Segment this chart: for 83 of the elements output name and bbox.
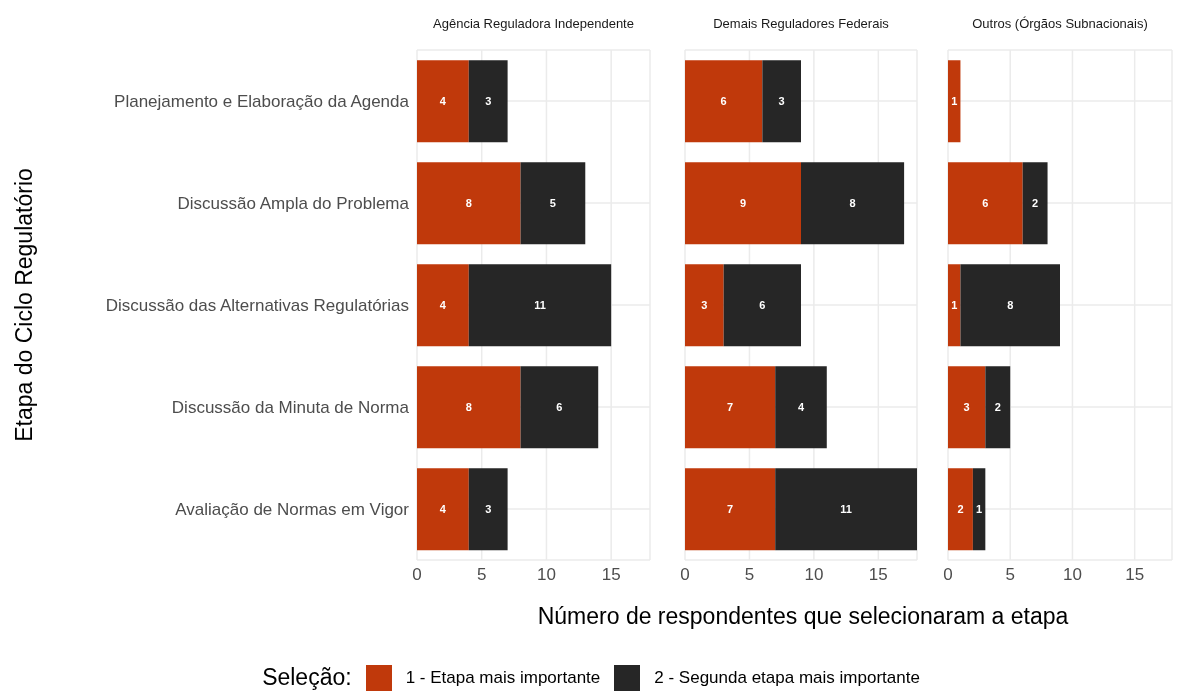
data-label: 5 (549, 197, 556, 210)
bar (948, 60, 961, 143)
data-label: 4 (439, 299, 447, 312)
bar (948, 264, 961, 347)
x-tick-label: 15 (1125, 565, 1145, 585)
bar (985, 366, 1011, 449)
data-label: 6 (720, 95, 727, 108)
data-label: 8 (465, 401, 472, 414)
data-label: 8 (465, 197, 472, 210)
data-label: 4 (439, 95, 447, 108)
bar (948, 366, 986, 449)
data-label: 3 (485, 503, 492, 516)
chart-title: Outros (Órgãos Subnacionais) (971, 16, 1149, 31)
bar (685, 468, 776, 551)
bar (762, 60, 801, 143)
data-label: 3 (485, 95, 492, 108)
bar (775, 468, 917, 551)
x-tick-label: 15 (868, 565, 888, 585)
bar (723, 264, 801, 347)
data-label: 2 (994, 401, 1001, 414)
data-label: 11 (840, 503, 852, 516)
data-label: 2 (1032, 197, 1039, 210)
data-label: 3 (963, 401, 970, 414)
data-label: 1 (976, 503, 983, 516)
x-tick-label: 15 (601, 565, 621, 585)
x-tick-label: 10 (804, 565, 824, 585)
data-label: 3 (701, 299, 708, 312)
x-tick-label: 0 (943, 565, 953, 585)
data-label: 9 (739, 197, 747, 210)
x-tick-label: 0 (680, 565, 690, 585)
data-label: 8 (1007, 299, 1014, 312)
data-label: 3 (778, 95, 785, 108)
bar (468, 468, 508, 551)
bar (417, 468, 469, 551)
y-tick-label: Planejamento e Elaboração da Agenda (114, 92, 410, 112)
bar (948, 162, 1023, 245)
bar (775, 366, 827, 449)
data-label: 2 (957, 503, 964, 516)
bar (520, 162, 586, 245)
data-label: 4 (797, 401, 805, 414)
chart-title: Agência Reguladora Independente (432, 16, 635, 31)
y-tick-label: Discussão Ampla do Problema (177, 194, 410, 214)
x-tick-label: 5 (476, 565, 487, 585)
data-label: 4 (439, 503, 447, 516)
data-label: 7 (727, 503, 734, 516)
y-tick-label: Discussão da Minuta de Norma (171, 398, 410, 418)
bar (417, 366, 521, 449)
bar (417, 60, 469, 143)
x-tick-label: 0 (412, 565, 422, 585)
bar (948, 468, 973, 551)
bar (468, 264, 612, 347)
x-tick-label: 5 (1005, 565, 1015, 585)
y-tick-label: Discussão das Alternativas Regulatórias (105, 296, 409, 316)
data-label: 11 (534, 299, 546, 312)
bar (685, 162, 801, 245)
chart-title: Demais Reguladores Federais (712, 16, 890, 31)
data-label: 7 (727, 401, 734, 414)
bar (520, 366, 599, 449)
data-label: 1 (951, 95, 958, 108)
y-axis-title: Etapa do Ciclo Regulatório (10, 168, 38, 442)
bar (685, 60, 763, 143)
legend-label: 2 - Segunda etapa mais importante (654, 667, 920, 688)
bar (972, 468, 986, 551)
data-label: 8 (849, 197, 856, 210)
data-label: 6 (759, 299, 766, 312)
x-tick-label: 10 (536, 565, 556, 585)
data-label: 6 (982, 197, 989, 210)
bar (468, 60, 508, 143)
bar (417, 264, 469, 347)
bar (1022, 162, 1048, 245)
x-axis-title: Número de respondentes que selecionaram a etapa (537, 602, 1069, 630)
bar (417, 162, 521, 245)
x-tick-label: 10 (1062, 565, 1082, 585)
x-tick-label: 5 (744, 565, 755, 585)
bar (801, 162, 905, 245)
legend-label: 1 - Etapa mais importante (405, 667, 601, 688)
y-tick-label: Avaliação de Normas em Vigor (175, 500, 410, 520)
bar (960, 264, 1060, 347)
data-label: 1 (951, 299, 958, 312)
data-label: 6 (556, 401, 563, 414)
legend-title: Seleção: (262, 664, 352, 691)
bar (685, 264, 724, 347)
bar (685, 366, 776, 449)
